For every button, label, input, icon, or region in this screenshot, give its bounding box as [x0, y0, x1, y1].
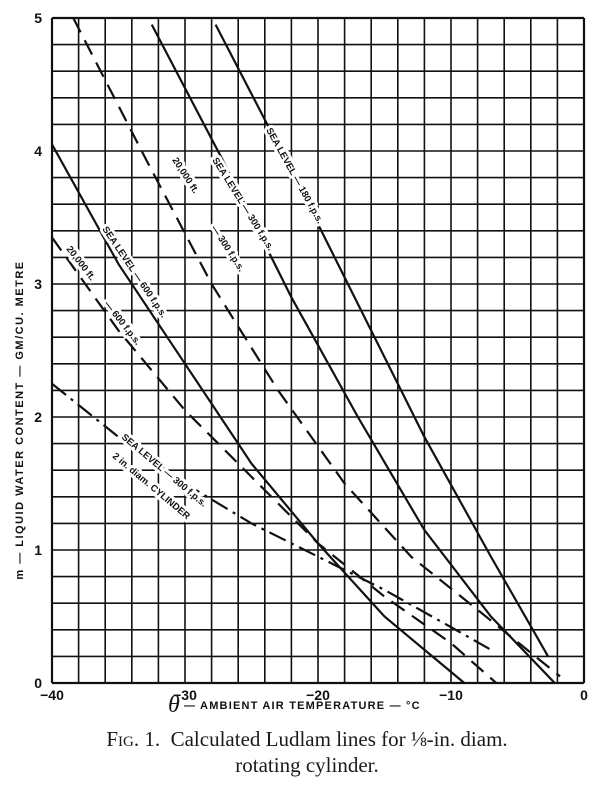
curve-label: 20,000 ft.	[64, 244, 98, 283]
x-tick-label: −20	[306, 687, 330, 703]
y-axis-title: m — LIQUID WATER CONTENT — GM/CU. METRE	[14, 260, 26, 579]
x-tick-label: −40	[40, 687, 64, 703]
y-tick-label: 1	[34, 542, 42, 558]
curve-0	[214, 24, 550, 657]
y-tick-label: 2	[34, 409, 42, 425]
x-tick-label: 0	[580, 687, 588, 703]
y-tick-label: 0	[34, 675, 42, 691]
grid	[50, 16, 586, 685]
curve-label: — 600 f.p.s.	[102, 299, 143, 347]
curve-1	[150, 24, 556, 684]
curve-labels: SEA LEVEL — 180 f.p.s.SEA LEVEL — 180 f.…	[61, 123, 329, 525]
y-tick-label: 4	[34, 143, 42, 159]
y-tick-label: 5	[34, 10, 42, 26]
curve-2	[72, 17, 561, 678]
figure-number: Fig. 1.	[106, 727, 161, 751]
curve-label: SEA LEVEL — 180 f.p.s.	[263, 126, 325, 226]
curve-4	[51, 236, 497, 684]
x-axis-symbol: θ	[168, 692, 180, 718]
x-axis-title: — AMBIENT AIR TEMPERATURE — °C	[184, 700, 421, 712]
figure-caption-line1: Fig. 1. Calculated Ludlam lines for ⅛-in…	[0, 726, 614, 752]
curves	[51, 17, 561, 684]
tick-labels: −40 −30 −20 −10 0 0 1 2 3 4 5	[34, 10, 588, 703]
ludlam-chart: −40 −30 −20 −10 0 0 1 2 3 4 5 SEA LEVEL — 180 f.p.…	[14, 10, 588, 718]
curve-3	[51, 143, 466, 684]
x-tick-label: −30	[173, 687, 197, 703]
caption-text-1: Calculated Ludlam lines for ⅛-in. diam.	[170, 727, 508, 751]
x-tick-label: −10	[439, 687, 463, 703]
curve-5	[51, 382, 492, 651]
figure-caption-line2: rotating cylinder.	[235, 753, 379, 777]
y-tick-label: 3	[34, 276, 42, 292]
